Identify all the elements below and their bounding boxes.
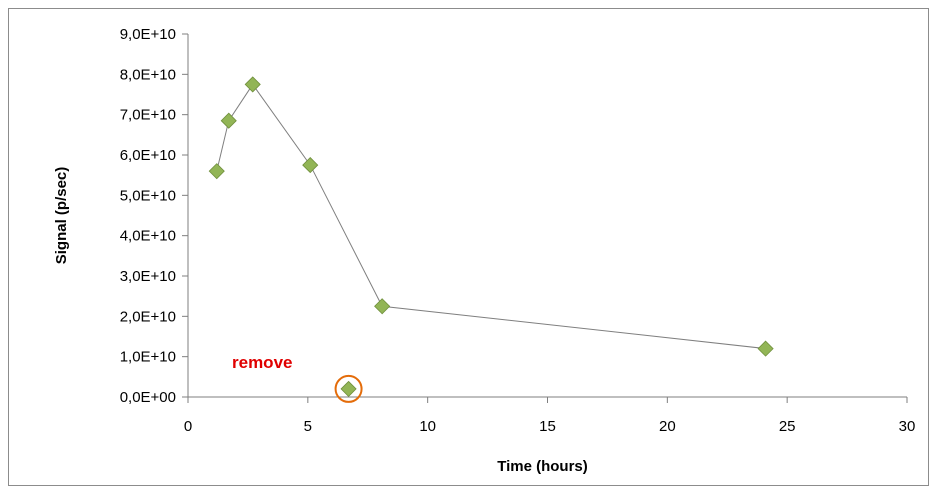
data-point bbox=[757, 340, 774, 357]
data-point bbox=[374, 298, 391, 315]
y-tick-label: 4,0E+10 bbox=[120, 228, 176, 245]
data-point bbox=[302, 157, 319, 174]
x-tick-label: 25 bbox=[779, 418, 796, 435]
y-tick-label: 2,0E+10 bbox=[120, 308, 176, 325]
chart-frame bbox=[8, 8, 929, 486]
x-tick-label: 15 bbox=[539, 418, 556, 435]
y-tick-label: 8,0E+10 bbox=[120, 66, 176, 83]
outlier-data-point bbox=[340, 380, 357, 397]
data-point bbox=[220, 112, 237, 129]
y-tick-label: 1,0E+10 bbox=[120, 349, 176, 366]
y-tick-label: 0,0E+00 bbox=[120, 389, 176, 406]
y-tick-label: 9,0E+10 bbox=[120, 26, 176, 43]
x-tick-label: 10 bbox=[419, 418, 436, 435]
x-tick-label: 0 bbox=[184, 418, 192, 435]
axis-labels: Time (hours) Signal (p/sec) remove bbox=[53, 167, 588, 475]
y-tick-label: 7,0E+10 bbox=[120, 107, 176, 124]
y-axis-title: Signal (p/sec) bbox=[53, 167, 70, 265]
remove-annotation: remove bbox=[232, 353, 292, 372]
y-tick-label: 6,0E+10 bbox=[120, 147, 176, 164]
y-tick-label: 3,0E+10 bbox=[120, 268, 176, 285]
outlier-highlight-circle bbox=[334, 374, 363, 403]
data-point bbox=[244, 76, 261, 93]
y-tick-label: 5,0E+10 bbox=[120, 187, 176, 204]
x-tick-label: 5 bbox=[304, 418, 312, 435]
data-point bbox=[208, 163, 225, 180]
x-axis-title: Time (hours) bbox=[497, 458, 588, 475]
axes: 0,0E+00 1,0E+10 2,0E+10 3,0E+10 4,0E+10 5,0E+… bbox=[120, 26, 916, 435]
x-tick-label: 30 bbox=[899, 418, 916, 435]
x-tick-label: 20 bbox=[659, 418, 676, 435]
data-series bbox=[208, 76, 774, 403]
series-line bbox=[216, 83, 766, 350]
